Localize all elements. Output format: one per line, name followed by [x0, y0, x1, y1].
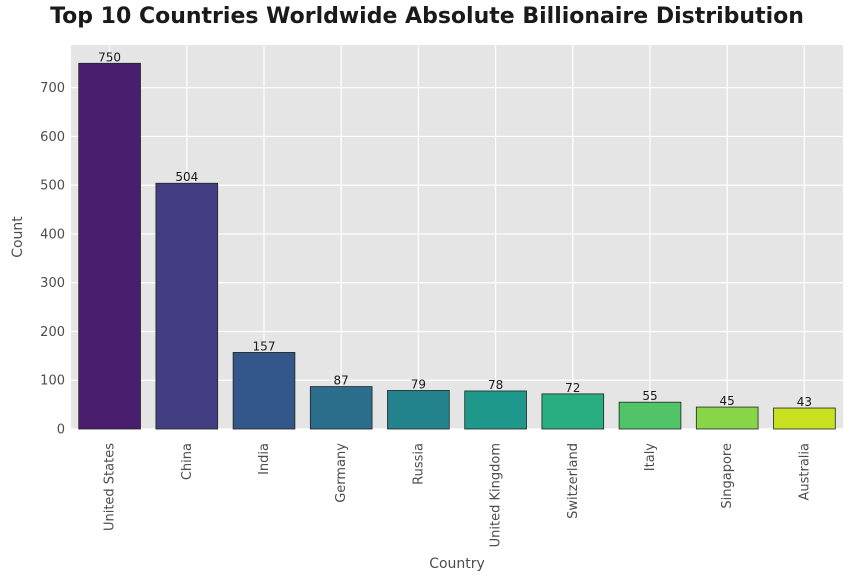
x-tick-label: Singapore — [720, 443, 735, 509]
y-tick-label: 300 — [40, 276, 65, 291]
y-tick-label: 600 — [40, 130, 65, 145]
bar — [232, 352, 296, 430]
bar — [695, 406, 759, 430]
data-labels: 750 504 157 87 79 78 72 55 45 43 — [98, 50, 812, 409]
data-label: 43 — [797, 395, 812, 409]
x-tick-label: Switzerland — [566, 443, 581, 519]
data-label: 87 — [334, 374, 349, 388]
data-label: 79 — [411, 377, 426, 391]
bar — [155, 182, 219, 430]
y-tick-label: 400 — [40, 227, 65, 242]
data-label: 78 — [488, 378, 503, 392]
data-label: 504 — [175, 170, 198, 184]
x-tick-label: India — [257, 443, 272, 475]
bar — [618, 401, 682, 430]
y-axis-label: Count — [10, 216, 26, 258]
data-label: 750 — [98, 50, 121, 64]
bar — [541, 393, 605, 430]
data-label: 157 — [253, 339, 276, 353]
x-tick-label: Italy — [643, 443, 658, 472]
bar — [309, 386, 373, 430]
y-tick-label: 0 — [57, 423, 65, 438]
data-label: 45 — [720, 394, 735, 408]
data-label: 55 — [642, 389, 657, 403]
y-tick-label: 500 — [40, 179, 65, 194]
data-label: 72 — [565, 381, 580, 395]
y-tick-label: 100 — [40, 374, 65, 389]
y-axis-ticks: 0 100 200 300 400 500 600 700 — [40, 81, 65, 437]
x-tick-label: United States — [103, 443, 118, 531]
bars — [78, 62, 836, 430]
x-tick-label: Russia — [411, 443, 426, 485]
y-tick-label: 700 — [40, 81, 65, 96]
bar — [464, 390, 527, 430]
x-tick-label: Germany — [334, 443, 349, 503]
x-tick-label: China — [180, 443, 195, 480]
x-tick-label: Australia — [797, 443, 812, 501]
x-axis-label: Country — [429, 556, 485, 572]
bar — [78, 62, 141, 430]
bar — [773, 407, 836, 430]
x-tick-label: United Kingdom — [489, 443, 504, 547]
y-tick-label: 200 — [40, 325, 65, 340]
x-axis-ticks: United States China India Germany Russia Unit… — [103, 443, 813, 548]
bar — [387, 390, 450, 430]
chart-title: Top 10 Countries Worldwide Absolute Bill… — [50, 4, 804, 29]
